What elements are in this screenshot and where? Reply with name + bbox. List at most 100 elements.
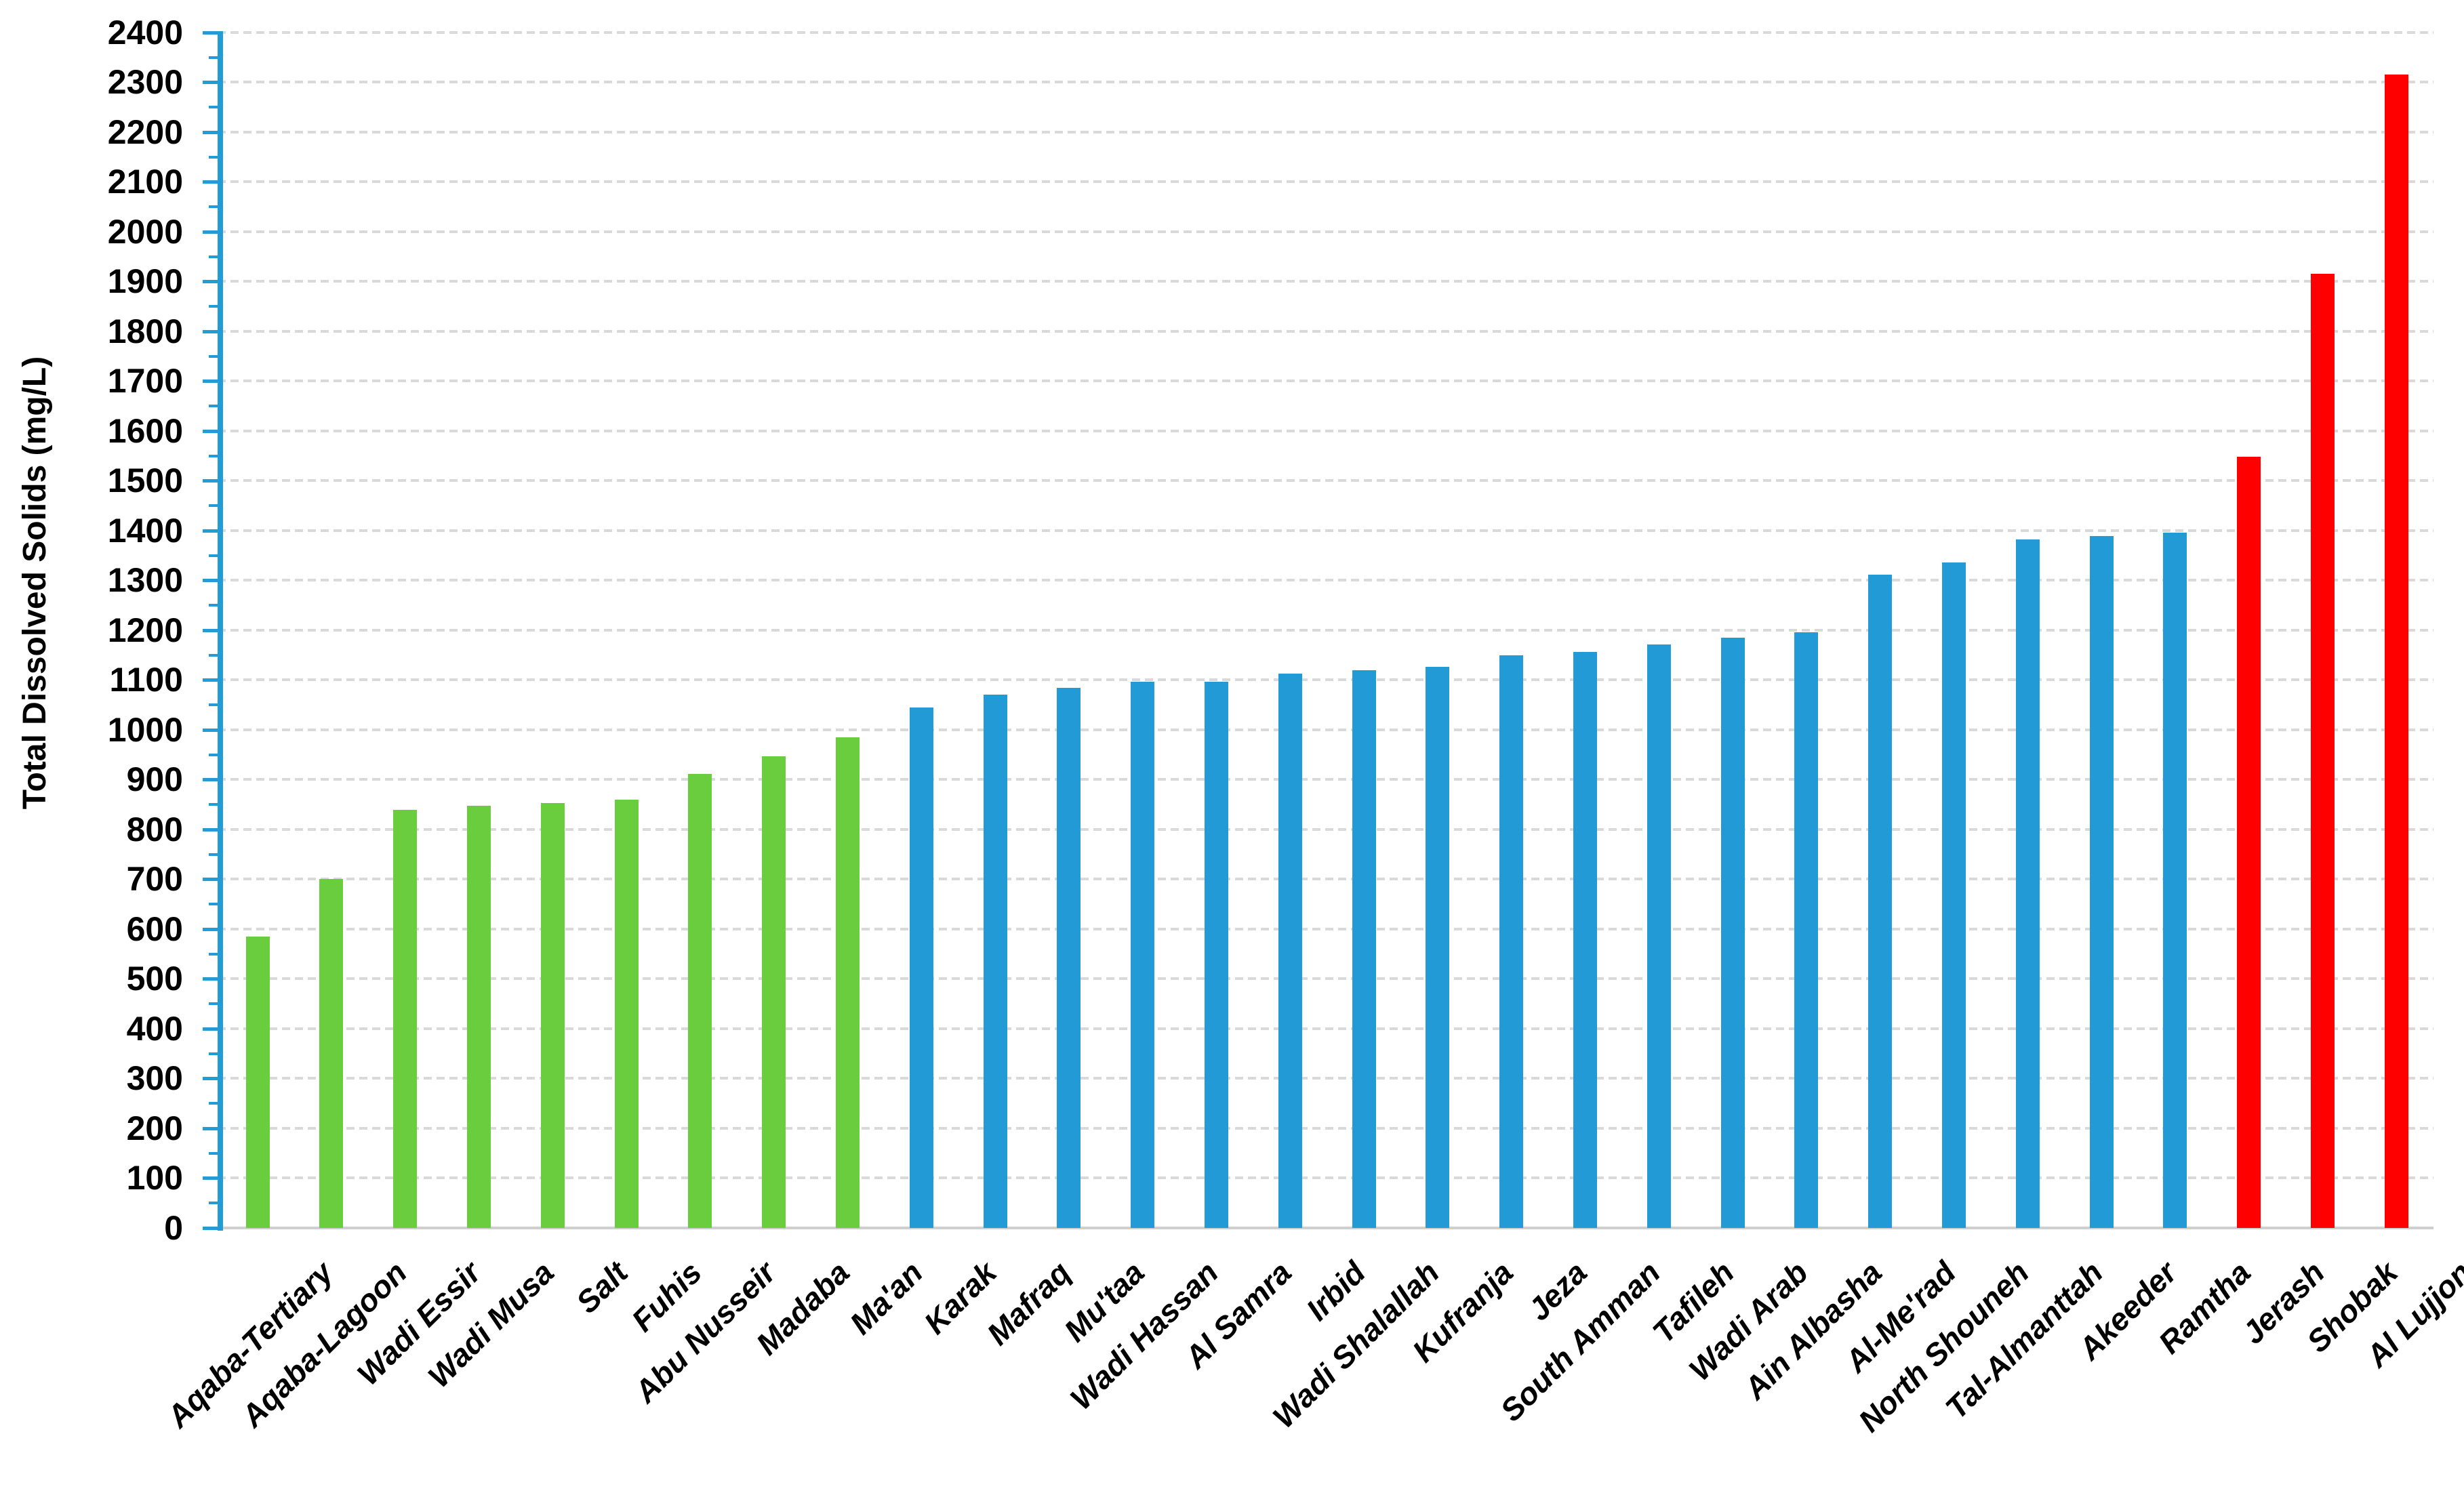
y-minor-tick-750	[209, 853, 218, 856]
bar-al-samra	[1205, 682, 1228, 1228]
y-tick-label-0: 0	[164, 1209, 183, 1247]
bar-ramtha	[2163, 533, 2187, 1228]
y-major-tick-2100	[203, 180, 223, 184]
y-major-tick-1800	[203, 330, 223, 333]
bar-wadi-hassan	[1131, 682, 1154, 1228]
bar-aqaba-tertiary	[246, 937, 270, 1228]
y-major-tick-2200	[203, 131, 223, 134]
y-minor-tick-1350	[209, 554, 218, 557]
y-minor-tick-1650	[209, 405, 218, 407]
bar-south-amman	[1573, 652, 1597, 1228]
bar-ma-an	[836, 737, 860, 1228]
y-minor-tick-1050	[209, 703, 218, 706]
y-minor-tick-2050	[209, 205, 218, 208]
bar-mu-taa	[1057, 688, 1080, 1228]
bar-wadi-essir	[393, 810, 417, 1228]
y-tick-label-1400: 1400	[107, 512, 183, 550]
bar-irbid	[1278, 674, 1302, 1228]
y-tick-label-100: 100	[126, 1159, 183, 1197]
bar-north-shouneh	[1942, 562, 1966, 1228]
y-tick-label-1300: 1300	[107, 561, 183, 599]
y-major-tick-1200	[203, 629, 223, 632]
y-major-tick-2300	[203, 81, 223, 84]
y-tick-label-1500: 1500	[107, 462, 183, 499]
gridline-2000	[218, 230, 2433, 233]
y-major-tick-100	[203, 1176, 223, 1180]
y-minor-tick-150	[209, 1152, 218, 1155]
y-minor-tick-450	[209, 1002, 218, 1005]
gridline-1700	[218, 380, 2433, 382]
gridline-1800	[218, 330, 2433, 333]
y-minor-tick-350	[209, 1052, 218, 1055]
bar-kufranja	[1426, 667, 1449, 1228]
gridline-100	[218, 1176, 2433, 1179]
bar-tal-almanttah	[2016, 539, 2040, 1228]
y-tick-label-500: 500	[126, 960, 183, 998]
gridline-1400	[218, 529, 2433, 532]
y-major-tick-700	[203, 878, 223, 881]
x-axis-line	[218, 1227, 2433, 1229]
y-major-tick-200	[203, 1127, 223, 1130]
y-tick-label-2000: 2000	[107, 213, 183, 251]
gridline-1000	[218, 729, 2433, 731]
y-minor-tick-650	[209, 903, 218, 905]
y-minor-tick-550	[209, 953, 218, 956]
y-minor-tick-1850	[209, 305, 218, 308]
bar-abu-nusseir	[688, 774, 712, 1228]
y-tick-label-1800: 1800	[107, 312, 183, 350]
y-minor-tick-1250	[209, 604, 218, 607]
y-major-tick-800	[203, 828, 223, 832]
gridline-400	[218, 1027, 2433, 1030]
y-major-tick-600	[203, 928, 223, 931]
y-major-tick-1300	[203, 579, 223, 582]
y-tick-label-1600: 1600	[107, 412, 183, 450]
y-tick-label-1700: 1700	[107, 362, 183, 400]
y-major-tick-1500	[203, 479, 223, 483]
y-tick-label-1100: 1100	[109, 661, 183, 699]
y-minor-tick-250	[209, 1102, 218, 1105]
bar-tafileh	[1647, 644, 1671, 1228]
bar-al-me-rad	[1868, 575, 1892, 1228]
bar-jeza	[1499, 655, 1523, 1228]
gridline-300	[218, 1077, 2433, 1080]
y-minor-tick-850	[209, 803, 218, 806]
y-tick-label-1200: 1200	[107, 611, 183, 649]
gridline-900	[218, 778, 2433, 781]
y-minor-tick-950	[209, 754, 218, 756]
y-tick-label-2400: 2400	[107, 14, 183, 52]
bar-wadi-musa	[467, 806, 491, 1228]
y-tick-label-2200: 2200	[107, 113, 183, 151]
y-major-tick-2000	[203, 230, 223, 234]
gridline-2100	[218, 180, 2433, 183]
y-tick-label-700: 700	[126, 860, 183, 898]
bar-salt	[541, 803, 565, 1228]
y-minor-tick-1550	[209, 455, 218, 457]
y-minor-tick-50	[209, 1202, 218, 1204]
bar-aqaba-lagoon	[319, 879, 343, 1228]
bar-wadi-arab	[1721, 638, 1745, 1228]
y-major-tick-1600	[203, 430, 223, 433]
y-tick-label-800: 800	[126, 811, 183, 848]
y-minor-tick-2350	[209, 56, 218, 59]
gridline-1500	[218, 479, 2433, 482]
gridline-1100	[218, 678, 2433, 681]
y-minor-tick-1150	[209, 654, 218, 657]
y-tick-label-400: 400	[126, 1010, 183, 1048]
y-major-tick-1700	[203, 380, 223, 383]
bar-karak	[910, 708, 933, 1228]
y-minor-tick-1450	[209, 504, 218, 507]
gridline-600	[218, 928, 2433, 930]
y-major-tick-400	[203, 1027, 223, 1031]
gridline-700	[218, 878, 2433, 880]
y-tick-label-600: 600	[126, 910, 183, 948]
y-tick-label-1000: 1000	[107, 711, 183, 749]
y-major-tick-2400	[203, 31, 223, 35]
bar-madaba	[762, 756, 786, 1228]
y-tick-label-900: 900	[126, 760, 183, 798]
y-tick-label-2300: 2300	[107, 63, 183, 101]
bar-jerash	[2237, 457, 2261, 1228]
gridline-2400	[218, 31, 2433, 34]
gridline-2200	[218, 131, 2433, 134]
gridline-200	[218, 1127, 2433, 1130]
